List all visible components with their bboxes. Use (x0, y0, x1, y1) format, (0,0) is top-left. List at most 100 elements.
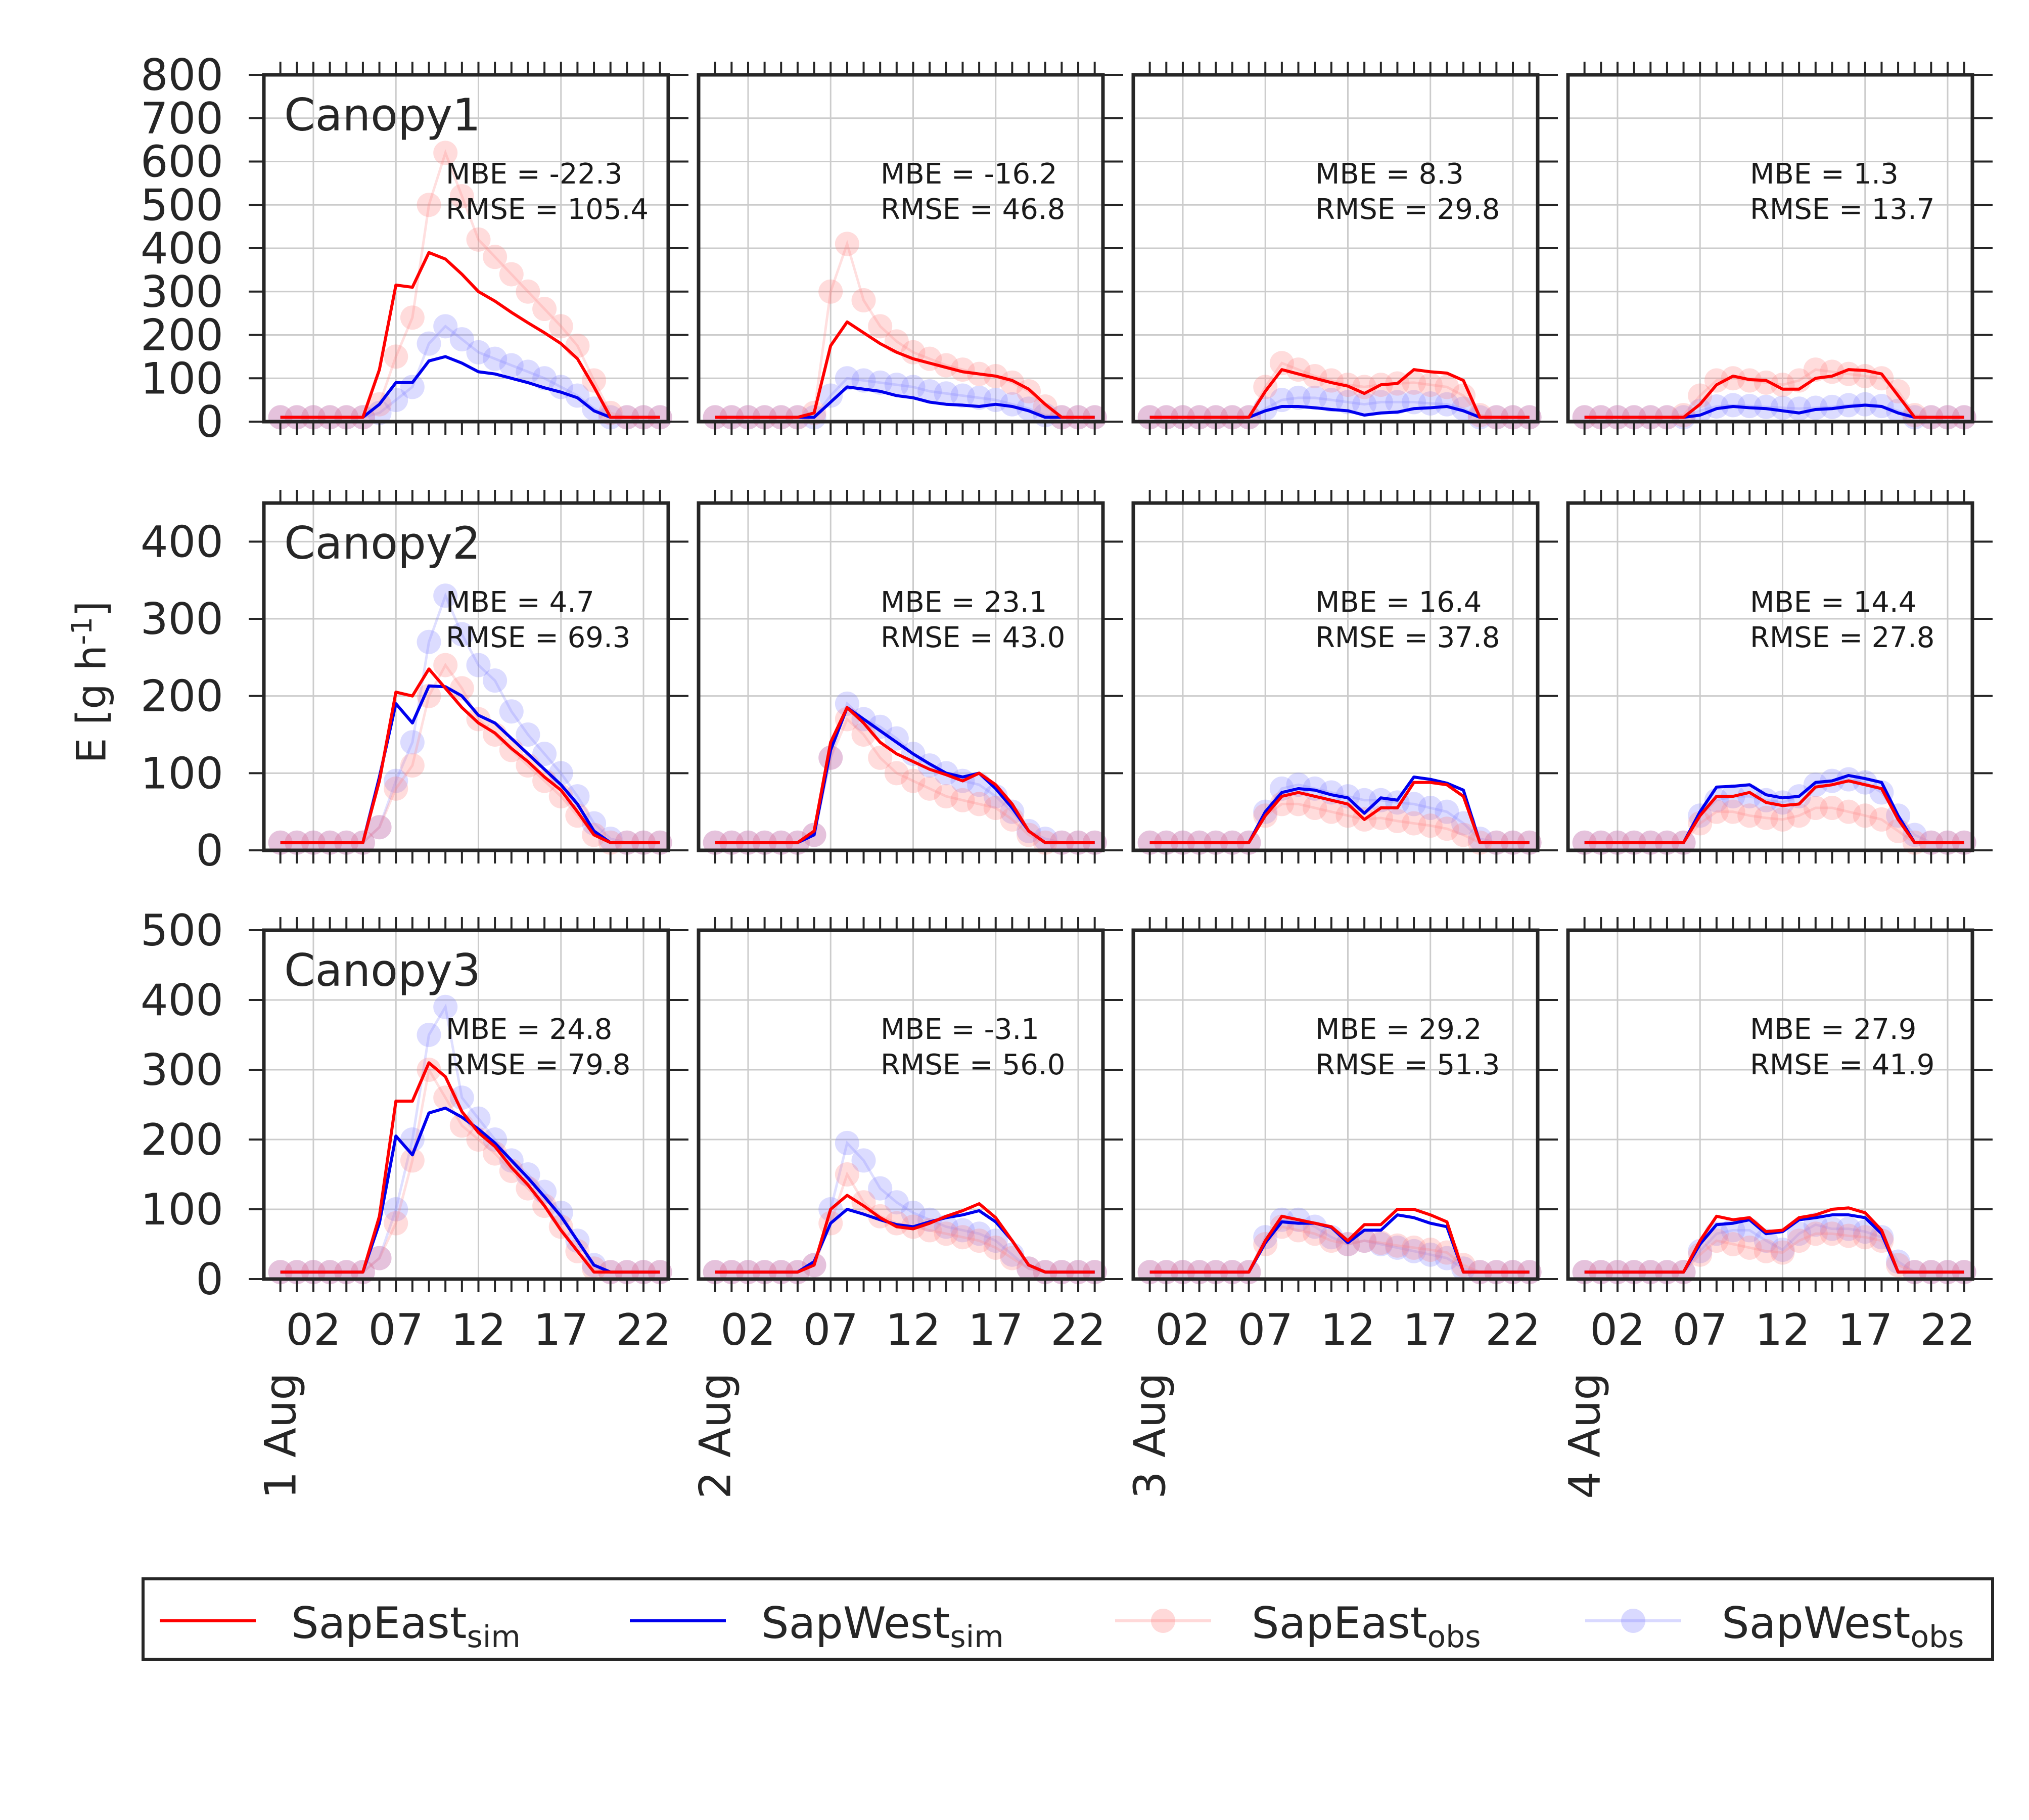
x-tick-label: 12 (1755, 1305, 1810, 1355)
west-obs-point (901, 375, 926, 399)
legend-label-west-obs: SapWestobs (1722, 1598, 1964, 1655)
rmse-text: RMSE = 51.3 (1315, 1049, 1500, 1081)
east-obs-point (449, 184, 474, 209)
day-label: 2 Aug (690, 1373, 741, 1499)
east-obs-point (934, 1221, 958, 1246)
west-obs-point (818, 383, 843, 408)
west-obs-point (868, 1176, 893, 1201)
east-obs-point (1688, 1242, 1713, 1267)
mbe-text: MBE = 29.2 (1315, 1013, 1482, 1046)
west-obs-point (483, 668, 508, 693)
east-obs-point (384, 776, 408, 801)
mbe-text: MBE = -22.3 (446, 158, 623, 191)
east-obs-point (1704, 1228, 1729, 1253)
west-obs-point (1335, 390, 1360, 415)
x-tick-label: 17 (1403, 1305, 1458, 1355)
east-obs-point (934, 784, 958, 809)
west-obs-point (1385, 390, 1410, 415)
east-obs-point (1402, 1235, 1426, 1260)
east-obs-point (1688, 811, 1713, 836)
x-tick-label: 22 (1050, 1305, 1105, 1355)
rmse-text: RMSE = 41.9 (1750, 1049, 1934, 1081)
east-obs-point (1770, 1240, 1795, 1265)
east-obs-point (1319, 799, 1344, 824)
x-tick-label: 22 (616, 1305, 671, 1355)
y-tick-label: 300 (141, 1045, 223, 1096)
west-obs-point (884, 373, 909, 397)
west-obs-point (1303, 385, 1327, 410)
west-obs-point (499, 353, 524, 378)
east-obs-point (1803, 357, 1828, 382)
east-obs-point (1017, 823, 1041, 847)
east-obs-point (1435, 816, 1459, 841)
x-tick-label: 22 (1920, 1305, 1975, 1355)
west-obs-point (1286, 385, 1311, 410)
west-obs-point (1836, 767, 1861, 792)
east-obs-point (466, 227, 491, 252)
west-obs-point (1402, 1239, 1426, 1263)
east-obs-point (400, 753, 425, 778)
y-tick-label: 100 (141, 748, 223, 799)
east-obs-point (499, 262, 524, 287)
east-obs-point (1737, 803, 1762, 828)
x-tick-label: 02 (1155, 1305, 1210, 1355)
east-obs-point (835, 1162, 859, 1187)
canopy-label: Canopy1 (284, 89, 481, 141)
rmse-text: RMSE = 43.0 (881, 621, 1065, 654)
east-obs-point (1418, 373, 1443, 397)
west-obs-point (367, 1246, 392, 1270)
rmse-text: RMSE = 46.8 (881, 193, 1065, 226)
day-label: 4 Aug (1560, 1373, 1610, 1499)
east-obs-point (1836, 799, 1861, 824)
mbe-text: MBE = 4.7 (446, 586, 594, 619)
west-obs-point (1754, 788, 1778, 812)
east-obs-point (950, 1225, 975, 1250)
legend-swatch-west-sim (630, 1619, 726, 1622)
west-obs-point (1803, 395, 1828, 420)
east-obs-point (1451, 383, 1476, 408)
legend: SapEastsim SapWestsim SapEastobs SapWest… (142, 1577, 1994, 1661)
east-obs-point (1803, 1221, 1828, 1246)
west-obs-point (449, 622, 474, 647)
y-tick-label: 0 (196, 826, 223, 876)
west-obs-point (1368, 390, 1393, 415)
west-obs-point (1787, 1221, 1812, 1246)
east-obs-point (532, 297, 557, 322)
x-tick-label: 12 (886, 1305, 941, 1355)
west-obs-point (1033, 827, 1057, 851)
west-obs-point (400, 730, 425, 755)
east-obs-point (1451, 823, 1476, 847)
mbe-text: MBE = 8.3 (1315, 158, 1464, 191)
east-obs-point (934, 353, 958, 378)
east-obs-point (1269, 1214, 1294, 1239)
east-obs-point (950, 357, 975, 382)
east-obs-point (901, 768, 926, 793)
west-obs-point (868, 370, 893, 395)
rmse-text: RMSE = 79.8 (446, 1049, 630, 1081)
east-sim-line (280, 1061, 660, 1274)
west-obs-point (1737, 784, 1762, 809)
east-obs-point (818, 279, 843, 304)
west-obs-point (433, 994, 458, 1019)
east-obs-point (1352, 375, 1377, 399)
east-obs-point (1853, 1225, 1877, 1250)
panel-frame (262, 928, 670, 1281)
west-obs-point (1820, 394, 1844, 419)
east-sim-line (715, 320, 1095, 419)
west-obs-point (466, 653, 491, 677)
y-tick-label: 500 (141, 180, 223, 231)
y-tick-label: 500 (141, 905, 223, 956)
y-tick-label: 200 (141, 671, 223, 722)
east-obs-point (449, 676, 474, 701)
west-obs-point (582, 811, 607, 836)
y-tick-label: 400 (141, 223, 223, 274)
west-obs-point (967, 385, 992, 410)
east-obs-point (1303, 1221, 1327, 1246)
panel-frame (697, 501, 1105, 852)
east-obs-point (1435, 375, 1459, 399)
